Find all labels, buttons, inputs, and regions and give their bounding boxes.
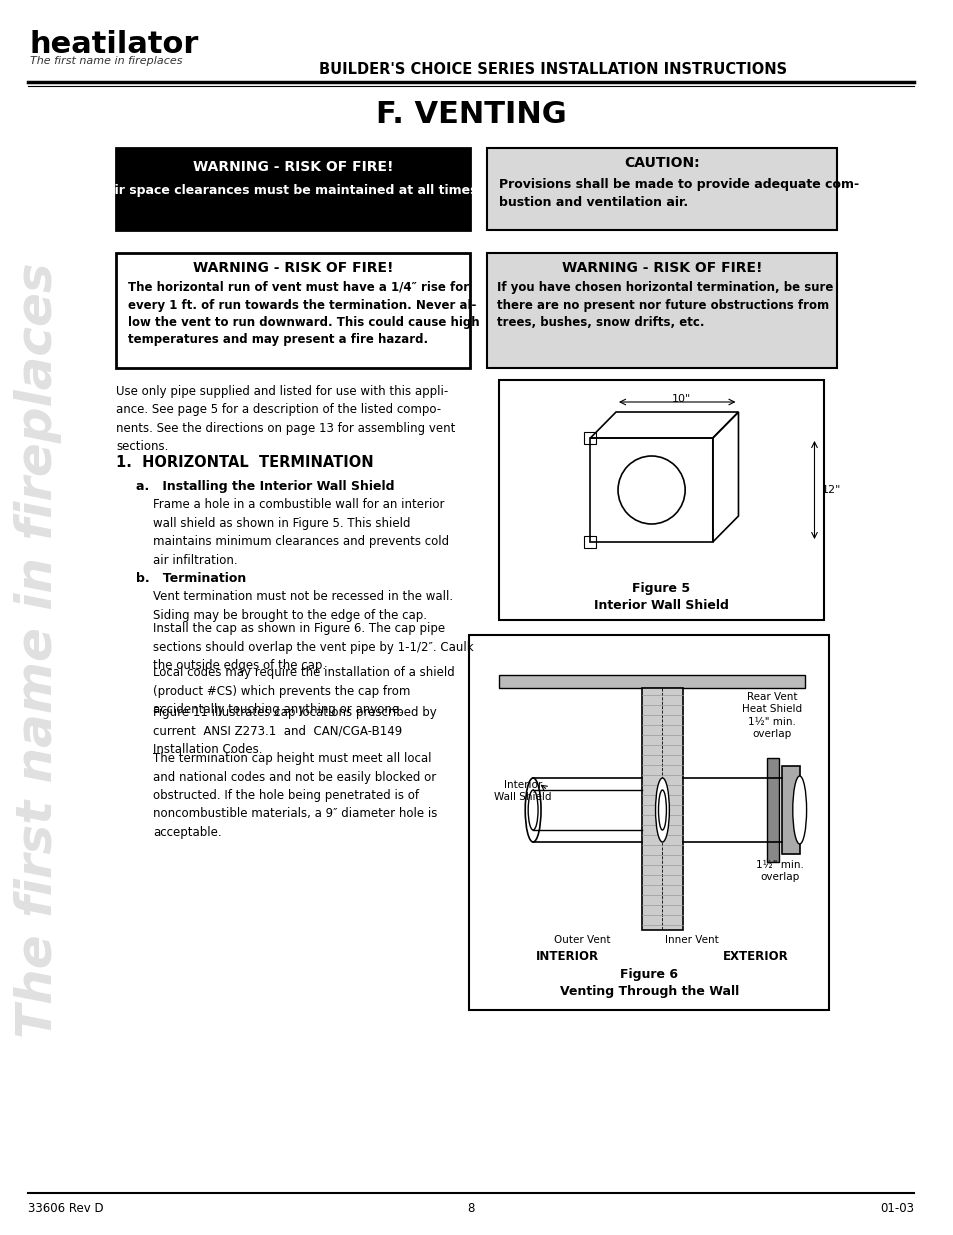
Text: INTERIOR: INTERIOR [536, 950, 598, 963]
Text: Figure 11 illustrates cap locations prescribed by
current  ANSI Z273.1  and  CAN: Figure 11 illustrates cap locations pres… [152, 706, 436, 756]
Bar [486, 148, 837, 230]
Bar [116, 253, 470, 368]
Text: WARNING - RISK OF FIRE!: WARNING - RISK OF FIRE! [193, 261, 393, 275]
Text: Outer Vent: Outer Vent [554, 935, 610, 945]
Text: Figure 6
Venting Through the Wall: Figure 6 Venting Through the Wall [558, 968, 738, 998]
Text: 12": 12" [821, 485, 840, 495]
Text: Interior
Wall Shield: Interior Wall Shield [494, 781, 552, 803]
Bar [498, 380, 823, 620]
Ellipse shape [658, 790, 666, 830]
Text: BUILDER'S CHOICE SERIES INSTALLATION INSTRUCTIONS: BUILDER'S CHOICE SERIES INSTALLATION INS… [318, 62, 786, 77]
Text: Vent termination must not be recessed in the wall.
Siding may be brought to the : Vent termination must not be recessed in… [152, 590, 453, 621]
Text: The horizontal run of vent must have a 1/4″ rise for
every 1 ft. of run towards : The horizontal run of vent must have a 1… [129, 282, 479, 347]
Text: 10": 10" [671, 394, 690, 404]
Text: Figure 5
Interior Wall Shield: Figure 5 Interior Wall Shield [594, 582, 728, 613]
Text: 1½" min.
overlap: 1½" min. overlap [755, 860, 803, 882]
Text: EXTERIOR: EXTERIOR [721, 950, 787, 963]
Text: The first name in fireplaces: The first name in fireplaces [30, 56, 182, 65]
Bar [486, 253, 837, 368]
Ellipse shape [655, 778, 669, 842]
Text: heatilator: heatilator [30, 30, 199, 59]
Text: a.   Installing the Interior Wall Shield: a. Installing the Interior Wall Shield [136, 480, 395, 493]
Ellipse shape [525, 778, 540, 842]
Text: If you have chosen horizontal termination, be sure
there are no present nor futu: If you have chosen horizontal terminatio… [497, 282, 832, 329]
Bar [781, 766, 799, 853]
Text: 33606 Rev D: 33606 Rev D [28, 1202, 103, 1215]
Text: 01-03: 01-03 [880, 1202, 913, 1215]
Ellipse shape [528, 790, 537, 830]
Text: Inner Vent: Inner Vent [664, 935, 719, 945]
Text: The termination cap height must meet all local
and national codes and not be eas: The termination cap height must meet all… [152, 752, 436, 839]
Text: Install the cap as shown in Figure 6. The cap pipe
sections should overlap the v: Install the cap as shown in Figure 6. Th… [152, 622, 473, 672]
Text: Provisions shall be made to provide adequate com-
bustion and ventilation air.: Provisions shall be made to provide adeq… [498, 178, 858, 209]
Text: 1.  HORIZONTAL  TERMINATION: 1. HORIZONTAL TERMINATION [116, 454, 374, 471]
Bar [116, 148, 470, 230]
Text: Frame a hole in a combustible wall for an interior
wall shield as shown in Figur: Frame a hole in a combustible wall for a… [152, 498, 449, 567]
Text: b.   Termination: b. Termination [136, 572, 246, 585]
Text: Air space clearances must be maintained at all times.: Air space clearances must be maintained … [105, 184, 481, 198]
Bar [584, 432, 596, 445]
Bar [766, 758, 779, 862]
Text: The first name in fireplaces: The first name in fireplaces [13, 262, 61, 1037]
Text: Local codes may require the installation of a shield
(product #CS) which prevent: Local codes may require the installation… [152, 666, 455, 716]
Bar [469, 635, 828, 1010]
Text: WARNING - RISK OF FIRE!: WARNING - RISK OF FIRE! [561, 261, 761, 275]
Text: Rear Vent
Heat Shield
1½" min.
overlap: Rear Vent Heat Shield 1½" min. overlap [741, 692, 801, 740]
Text: 8: 8 [467, 1202, 474, 1215]
Text: Use only pipe supplied and listed for use with this appli-
ance. See page 5 for : Use only pipe supplied and listed for us… [116, 385, 456, 453]
Text: F. VENTING: F. VENTING [375, 100, 566, 128]
Ellipse shape [792, 776, 805, 844]
Bar [641, 688, 682, 930]
Polygon shape [498, 676, 803, 688]
Bar [584, 536, 596, 548]
Text: CAUTION:: CAUTION: [623, 156, 700, 170]
Text: WARNING - RISK OF FIRE!: WARNING - RISK OF FIRE! [193, 161, 393, 174]
